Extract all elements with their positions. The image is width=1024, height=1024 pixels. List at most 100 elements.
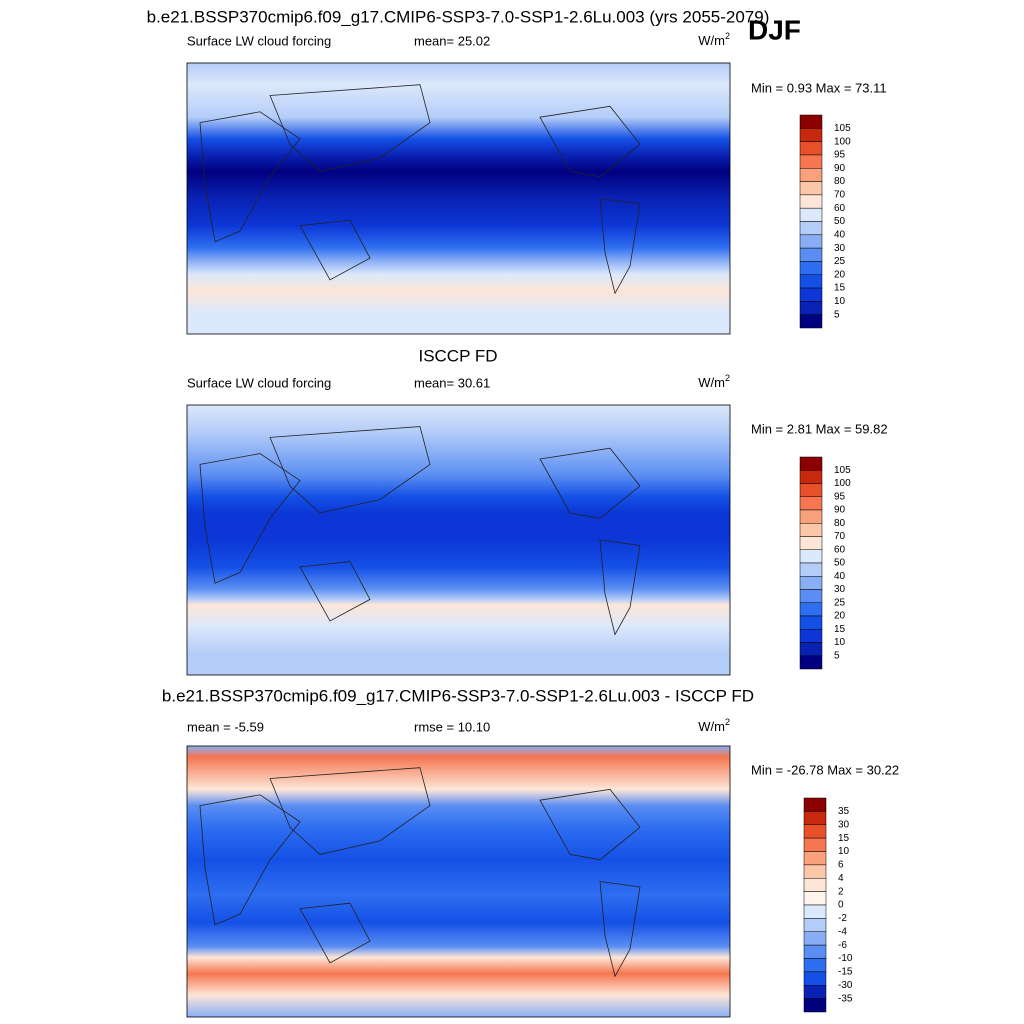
coastline: [299, 561, 371, 622]
season-label: DJF: [748, 14, 801, 45]
colorbar-box: [803, 944, 827, 959]
colorbar-label: -4: [838, 926, 847, 937]
colorbar-box: [799, 128, 823, 142]
units-power: 2: [725, 31, 730, 41]
colorbar-label: 105: [834, 123, 851, 134]
colorbar-box: [799, 629, 823, 643]
coastline: [599, 881, 641, 978]
colorbar-box: [799, 274, 823, 289]
colorbar-box: [799, 154, 823, 169]
colorbar-box: [799, 194, 823, 209]
left-label: Surface LW cloud forcing: [187, 375, 331, 390]
left-label: mean = -5.59: [187, 719, 264, 734]
colorbar-label: 105: [834, 465, 851, 476]
colorbar-box: [803, 837, 827, 852]
coastline: [299, 219, 371, 281]
colorbar-box: [799, 523, 823, 537]
colorbar-box: [799, 234, 823, 249]
coastline: [199, 111, 301, 243]
colorbar-box: [799, 114, 823, 129]
colorbar-box: [799, 536, 823, 550]
colorbar-label: 95: [834, 150, 846, 161]
colorbar-label: 2: [838, 886, 844, 897]
map-field: [187, 405, 730, 675]
colorbar-label: 20: [834, 269, 846, 280]
colorbar-box: [799, 470, 823, 484]
colorbar-box: [799, 456, 823, 471]
colorbar-label: 4: [838, 873, 844, 884]
units-base: W/m: [698, 719, 725, 734]
coastline: [269, 767, 431, 855]
coastline: [539, 788, 641, 861]
colorbar-label: 35: [838, 806, 850, 817]
coastline: [599, 198, 641, 295]
colorbar-box: [799, 301, 823, 315]
map-frame: [186, 745, 731, 1018]
colorbar-label: 0: [838, 900, 844, 911]
map-field: [187, 63, 730, 334]
colorbar-label: 95: [834, 491, 846, 502]
coastline: [199, 453, 301, 584]
colorbar-box: [803, 958, 827, 973]
center-label: mean= 30.61: [414, 375, 490, 390]
colorbar-box: [803, 811, 827, 825]
colorbar-box: [799, 168, 823, 182]
units-power: 2: [725, 373, 730, 383]
colorbar-box: [803, 931, 827, 946]
colorbar-label: 60: [834, 203, 846, 214]
coastline: [539, 105, 641, 178]
panel-title: ISCCP FD: [418, 346, 497, 365]
colorbar-box: [803, 824, 827, 839]
units: W/m2: [698, 31, 730, 48]
colorbar-box: [799, 181, 823, 196]
colorbar-label: 70: [834, 531, 846, 542]
map-field: [187, 746, 730, 1017]
panel-title: b.e21.BSSP370cmip6.f09_g17.CMIP6-SSP3-7.…: [147, 7, 770, 26]
colorbar-label: 10: [834, 296, 846, 307]
colorbar-label: -30: [838, 980, 853, 991]
colorbar-box: [803, 864, 827, 879]
colorbar-box: [803, 918, 827, 932]
colorbar-box: [803, 971, 827, 986]
colorbar-box: [799, 141, 823, 156]
coastline: [199, 794, 301, 926]
colorbar-label: 100: [834, 478, 851, 489]
colorbar-label: 50: [834, 558, 846, 569]
coastline: [269, 84, 431, 172]
colorbar-label: -2: [838, 913, 847, 924]
colorbar-box: [803, 891, 827, 906]
colorbar-label: 90: [834, 505, 846, 516]
colorbar-label: 15: [834, 283, 846, 294]
colorbar-label: 90: [834, 163, 846, 174]
units: W/m2: [698, 373, 730, 390]
colorbar-label: 20: [834, 611, 846, 622]
colorbar-box: [799, 261, 823, 275]
colorbar-box: [799, 549, 823, 564]
colorbar-box: [799, 576, 823, 590]
colorbar-label: -10: [838, 953, 853, 964]
colorbar-label: -6: [838, 940, 847, 951]
panel-title: b.e21.BSSP370cmip6.f09_g17.CMIP6-SSP3-7.…: [162, 686, 754, 705]
colorbar-box: [803, 878, 827, 892]
coastline: [299, 902, 371, 964]
colorbar-box: [803, 985, 827, 999]
colorbar-label: 5: [834, 309, 840, 320]
min-max: Min = 2.81 Max = 59.82: [751, 421, 888, 436]
colorbar-box: [799, 509, 823, 524]
coastline: [539, 447, 641, 519]
colorbar-label: 30: [834, 584, 846, 595]
colorbar-label: 80: [834, 176, 846, 187]
colorbar-label: 50: [834, 216, 846, 227]
colorbar-label: 100: [834, 136, 851, 147]
colorbar-label: 60: [834, 544, 846, 555]
colorbar-label: -15: [838, 967, 853, 978]
colorbar-label: 15: [838, 833, 850, 844]
left-label: Surface LW cloud forcing: [187, 33, 331, 48]
colorbar-box: [799, 589, 823, 603]
colorbar-box: [799, 602, 823, 617]
min-max: Min = 0.93 Max = 73.11: [751, 80, 887, 95]
coastline: [269, 426, 431, 514]
colorbar-box: [799, 496, 823, 511]
units-base: W/m: [698, 375, 725, 390]
colorbar-label: 40: [834, 571, 846, 582]
